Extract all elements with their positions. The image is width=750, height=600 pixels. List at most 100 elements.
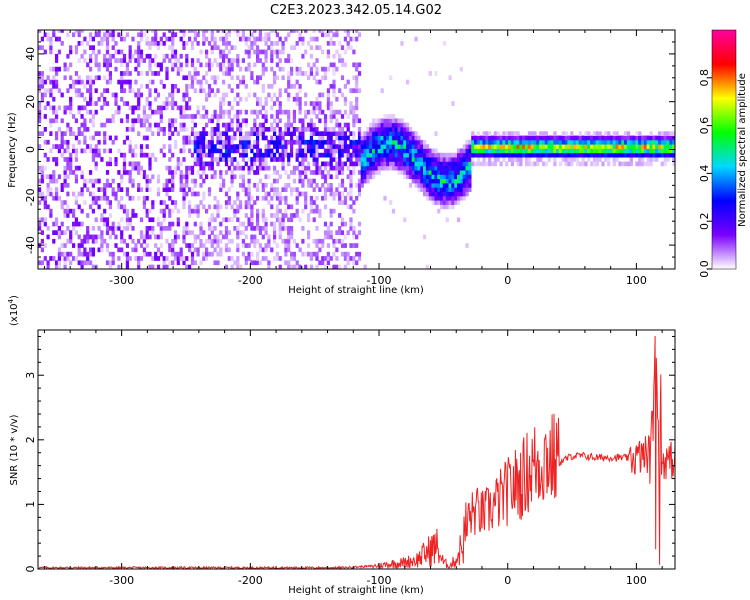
spectrogram-cell	[49, 49, 53, 55]
spectrogram-cell	[541, 131, 546, 136]
spectrogram-cell	[128, 148, 132, 154]
spectrogram-cell	[281, 49, 285, 55]
spectrogram-cell	[168, 208, 172, 214]
spectrogram-cell	[587, 135, 591, 141]
spectrogram-cell	[519, 157, 523, 162]
spectrogram-cell	[323, 161, 328, 167]
spectrogram-cell	[355, 96, 359, 102]
spectrogram-cell	[77, 79, 81, 85]
spectrogram-cell	[578, 161, 582, 167]
spectrogram-cell	[247, 45, 251, 50]
spectrogram-cell	[428, 148, 432, 154]
spectrogram-cell	[253, 238, 257, 244]
spectrogram-cell	[94, 131, 98, 136]
spectrogram-cell	[241, 165, 245, 171]
spectrogram-cell	[205, 122, 209, 128]
spectrogram-cell	[108, 234, 112, 240]
spectrogram-cell	[434, 165, 438, 171]
spectrogram-cell	[120, 79, 124, 85]
spectrogram-cell	[125, 217, 129, 223]
spectrogram-cell	[592, 139, 597, 145]
spectrogram-cell	[290, 256, 294, 261]
spectrogram-cell	[406, 79, 410, 85]
spectrogram-cell	[332, 152, 336, 158]
spectrogram-cell	[360, 161, 364, 167]
spectrogram-cell	[304, 200, 308, 205]
spectrogram-cell	[148, 187, 152, 192]
spectrogram-cell	[292, 251, 296, 257]
spectrogram-cell	[179, 109, 183, 115]
spectrogram-cell	[89, 96, 93, 102]
spectrogram-cell	[281, 152, 285, 158]
spectrogram-cell	[261, 135, 265, 141]
spectrogram-cell	[442, 174, 446, 180]
spectrogram-cell	[216, 139, 220, 145]
spectrogram-cell	[312, 131, 316, 136]
spectrogram-cell	[210, 152, 214, 158]
spectrogram-cell	[355, 105, 359, 111]
spectrogram-cell	[332, 157, 336, 162]
colorbar: 0.00.20.40.60.8 Normalized spectral ampl…	[698, 29, 748, 278]
spectrogram-cell	[431, 152, 435, 158]
spectrogram-cell	[105, 49, 110, 55]
spectrogram-cell	[244, 131, 248, 136]
spectrogram-cell	[131, 105, 135, 111]
spectrogram-cell	[374, 165, 379, 171]
spectrogram-cell	[660, 131, 664, 136]
spectrogram-cell	[97, 247, 101, 253]
spectrogram-cell	[363, 139, 367, 145]
spectrogram-cell	[440, 187, 444, 192]
spectrogram-cell	[159, 41, 163, 46]
spectrogram-cell	[57, 230, 61, 235]
spectrogram-cell	[241, 187, 245, 192]
spectrogram-cell	[117, 58, 121, 63]
spectrogram-cell	[120, 118, 124, 124]
spectrogram-cell	[193, 204, 197, 210]
spectrogram-cell	[207, 191, 212, 197]
spectrogram-cell	[338, 165, 342, 171]
spectrogram-cell	[188, 114, 192, 119]
spectrogram-cell	[77, 92, 81, 98]
spectrogram-cell	[581, 144, 585, 149]
spectrogram-cell	[414, 165, 418, 171]
spectrogram-cell	[465, 148, 469, 154]
spectrogram-cell	[417, 157, 421, 162]
spectrogram-cell	[176, 234, 180, 240]
spectrogram-cell	[267, 127, 271, 132]
spectrogram-cell	[355, 75, 359, 81]
spectrogram-cell	[171, 247, 175, 253]
spectrogram-cell	[128, 79, 132, 85]
spectrogram-cell	[176, 260, 180, 266]
spectrogram-cell	[171, 41, 175, 46]
spectrogram-cell	[505, 131, 509, 136]
spectrogram-cell	[323, 152, 328, 158]
spectrogram-cell	[592, 144, 597, 149]
spectrogram-cell	[182, 226, 186, 231]
spectrogram-cell	[649, 161, 653, 167]
spectrogram-cell	[516, 161, 520, 167]
spectrogram-cell	[72, 131, 76, 136]
spectrogram-cell	[278, 144, 282, 149]
spectrogram-cell	[391, 157, 396, 162]
spectrogram-cell	[94, 144, 98, 149]
spectrogram-cell	[125, 71, 129, 76]
spectrogram-cell	[69, 131, 73, 136]
spectrogram-cell	[386, 144, 390, 149]
spectrogram-cell	[629, 135, 633, 141]
spectrogram-cell	[295, 260, 299, 266]
spectrogram-cell	[423, 148, 427, 154]
spectrogram-cell	[318, 152, 322, 158]
spectrogram-cell	[570, 152, 574, 158]
spectrogram-cell	[185, 191, 189, 197]
spectrogram-cell	[425, 174, 430, 180]
spectrogram-cell	[165, 165, 169, 171]
spectrogram-cell	[284, 170, 288, 175]
spectrogram-cell	[168, 221, 172, 227]
spectrogram-cell	[541, 135, 546, 141]
spectrogram-cell	[182, 109, 186, 115]
x-tick-label: -300	[109, 574, 134, 587]
spectrogram-cell	[541, 161, 546, 167]
spectrogram-cell	[247, 170, 251, 175]
spectrogram-cell	[105, 200, 110, 205]
